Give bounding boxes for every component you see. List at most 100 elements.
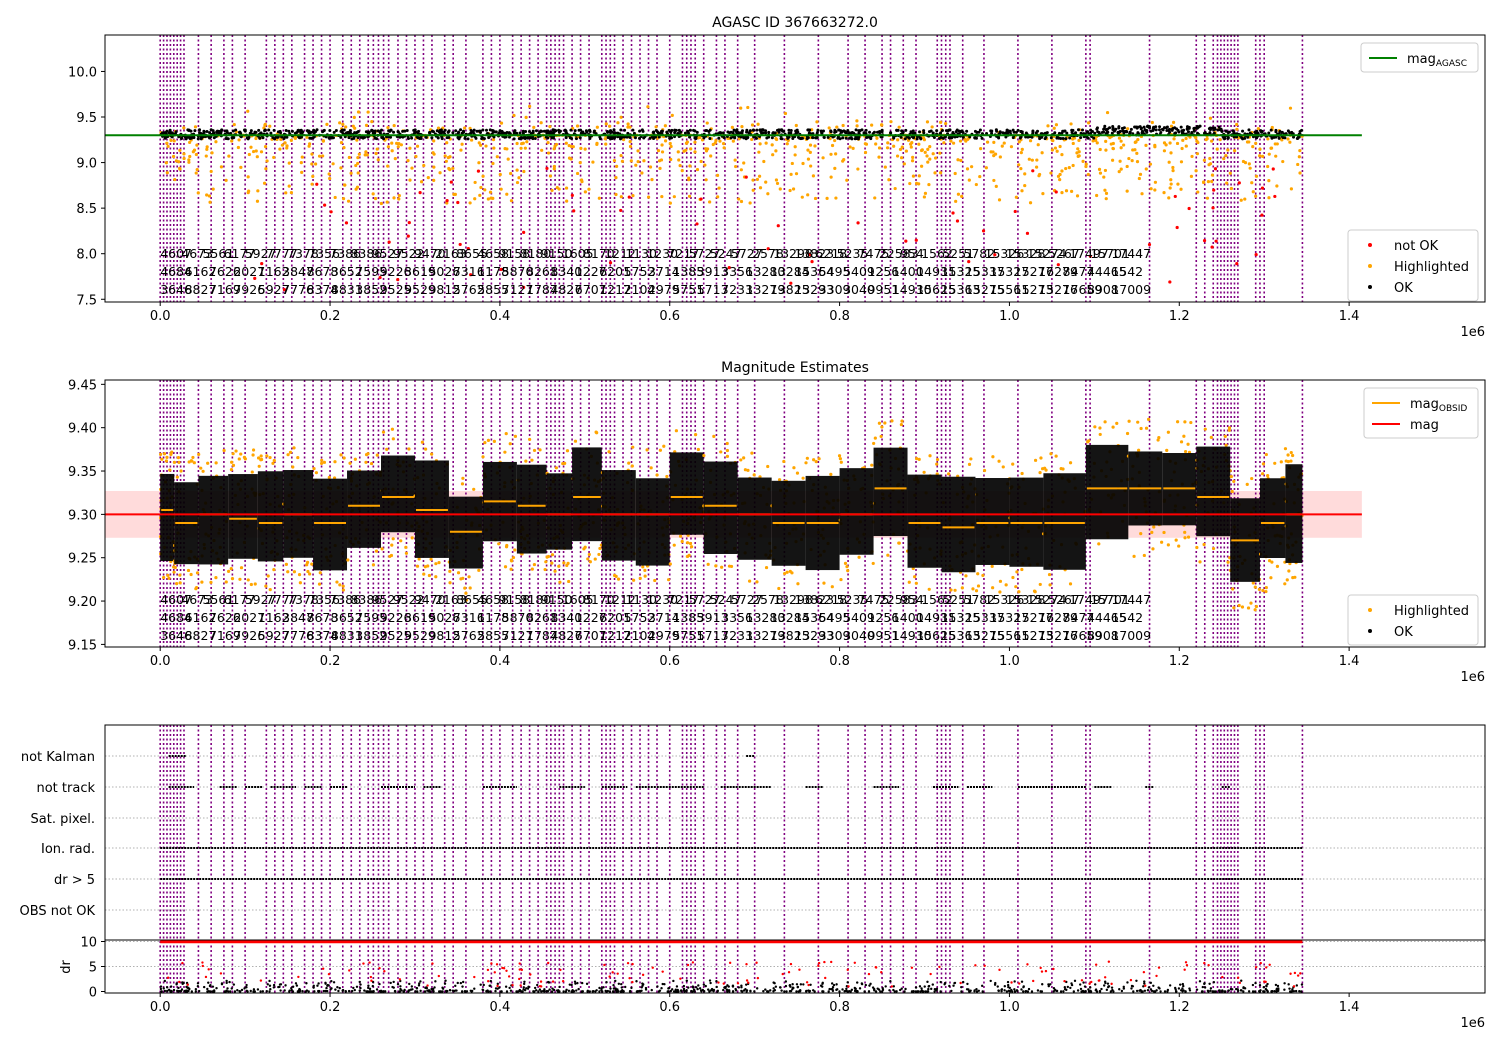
- point-highlighted: [1144, 167, 1148, 171]
- obsid-label: 4658: [477, 246, 509, 261]
- dr-point-ok: [943, 981, 947, 985]
- point-highlighted: [1254, 141, 1258, 145]
- point-ok: [895, 128, 899, 132]
- dr-point-ok: [1283, 988, 1286, 991]
- point-highlighted: [1105, 110, 1110, 115]
- point-ok: [1138, 125, 1142, 129]
- point-ok: [334, 129, 338, 133]
- point-highlighted: [249, 582, 253, 587]
- point-ok: [638, 129, 642, 133]
- point-highlighted: [1098, 426, 1102, 430]
- dr-point-ok: [1135, 989, 1139, 993]
- point-highlighted: [1064, 189, 1069, 193]
- point-highlighted: [364, 460, 368, 464]
- point-ok: [1136, 131, 1140, 135]
- point-ok: [1170, 128, 1174, 132]
- dr-point-ok: [989, 979, 992, 983]
- point-highlighted: [688, 541, 693, 546]
- obsid-label: 3646: [160, 282, 192, 297]
- point-highlighted: [992, 154, 996, 158]
- obsid-label: 8678: [307, 264, 339, 279]
- dr-point-ok: [698, 987, 702, 990]
- point-highlighted: [927, 182, 931, 187]
- point-highlighted: [597, 552, 601, 557]
- dr-point-ok: [359, 983, 362, 986]
- point-highlighted: [1254, 194, 1258, 198]
- point-highlighted: [1052, 126, 1056, 130]
- dr-point-ok: [939, 980, 942, 984]
- obsid-label: 5762: [453, 282, 485, 297]
- dr-point-ok: [1234, 987, 1238, 991]
- point-highlighted: [385, 200, 389, 204]
- point-highlighted: [311, 174, 315, 178]
- point-highlighted: [519, 146, 523, 150]
- obsid-label: 8831: [331, 282, 363, 297]
- point-highlighted: [687, 553, 691, 558]
- dr-point-ok: [598, 990, 601, 993]
- ok-point-band: [198, 475, 229, 565]
- dr-point-ok: [656, 985, 659, 988]
- dr-point-ok: [586, 989, 590, 993]
- point-highlighted: [976, 584, 981, 588]
- point-highlighted: [522, 169, 526, 174]
- dr-point-ok: [536, 983, 539, 987]
- point-ok: [743, 136, 747, 140]
- ok-point-band: [1085, 444, 1129, 540]
- point-ok: [1118, 129, 1122, 133]
- point-highlighted: [956, 158, 960, 162]
- point-ok: [997, 136, 1001, 140]
- point-ok: [546, 129, 550, 133]
- dr-point-ok: [904, 987, 907, 991]
- point-highlighted: [321, 139, 325, 143]
- point-ok: [518, 131, 522, 135]
- point-highlighted: [530, 567, 534, 571]
- dr-point-ok: [1166, 990, 1169, 993]
- point-highlighted: [1289, 459, 1293, 463]
- point-highlighted: [407, 447, 411, 451]
- obsid-label: 8261: [526, 264, 558, 279]
- point-highlighted: [227, 154, 231, 158]
- point-ok: [806, 128, 810, 132]
- point-highlighted: [645, 448, 649, 452]
- point-highlighted: [1047, 572, 1052, 577]
- point-highlighted: [511, 555, 516, 560]
- point-highlighted: [898, 147, 903, 152]
- point-highlighted: [508, 442, 512, 446]
- point-highlighted: [595, 141, 599, 145]
- obsid-label: 5752: [624, 264, 656, 279]
- point-highlighted: [495, 155, 499, 159]
- point-ok: [855, 135, 859, 139]
- point-ok: [174, 130, 178, 134]
- point-ok: [977, 130, 981, 134]
- obsid-label: 5713: [697, 628, 729, 643]
- point-not-ok: [766, 247, 770, 251]
- point-highlighted: [371, 563, 376, 567]
- point-highlighted: [554, 466, 558, 470]
- point-highlighted: [917, 142, 921, 146]
- point-not-ok: [1173, 194, 1177, 199]
- point-highlighted: [739, 199, 744, 204]
- point-highlighted: [917, 174, 921, 178]
- point-ok: [1300, 128, 1304, 132]
- point-highlighted: [548, 125, 552, 129]
- dr-point-ok: [939, 990, 942, 993]
- point-highlighted: [1254, 174, 1259, 178]
- point-ok: [284, 128, 288, 132]
- point-ok: [1227, 130, 1231, 134]
- dr-point-ok: [160, 990, 163, 993]
- point-highlighted: [470, 138, 474, 142]
- obsid-label: 3852: [355, 282, 387, 297]
- point-highlighted: [1298, 171, 1302, 175]
- point-highlighted: [731, 139, 735, 143]
- point-highlighted: [404, 545, 408, 549]
- obsid-label: 4827: [550, 282, 582, 297]
- point-highlighted: [830, 143, 835, 148]
- dr-point-ok: [1258, 984, 1262, 987]
- point-ok: [378, 130, 382, 134]
- dr-point-ok: [350, 989, 354, 993]
- point-ok: [234, 128, 238, 132]
- obsid-label: 6707: [575, 282, 607, 297]
- point-not-ok: [981, 229, 986, 233]
- obsid-label: 4658: [477, 592, 509, 607]
- point-ok: [909, 130, 913, 134]
